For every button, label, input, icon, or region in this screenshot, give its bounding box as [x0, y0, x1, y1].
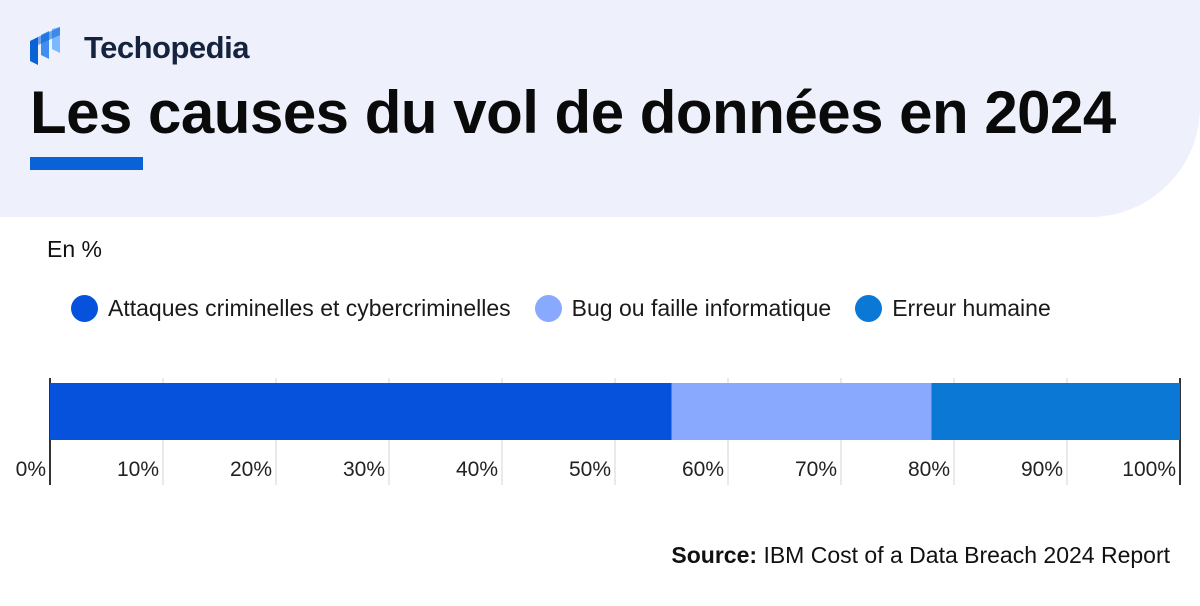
legend-swatch: [71, 295, 98, 322]
bar-segment-3: [931, 383, 1180, 440]
source-text: IBM Cost of a Data Breach 2024 Report: [763, 542, 1170, 568]
x-tick-label: 50%: [569, 458, 611, 481]
x-tick-label: 20%: [230, 458, 272, 481]
legend-item-human-error: Erreur humaine: [855, 295, 1051, 322]
source-note: Source: IBM Cost of a Data Breach 2024 R…: [671, 542, 1170, 569]
unit-label: En %: [47, 236, 102, 262]
header-background: [0, 0, 1200, 217]
techopedia-logo-icon: [30, 27, 60, 65]
x-tick-label: 30%: [343, 458, 385, 481]
x-tick-label: 40%: [456, 458, 498, 481]
source-label: Source:: [671, 542, 758, 568]
legend-item-criminal-attacks: Attaques criminelles et cybercriminelles: [71, 295, 511, 322]
x-tick-label: 60%: [682, 458, 724, 481]
chart-legend: Attaques criminelles et cybercriminelles…: [71, 295, 1075, 322]
legend-label: Erreur humaine: [892, 295, 1051, 321]
title-underline: [30, 157, 143, 170]
x-tick-label: 80%: [908, 458, 950, 481]
brand-logo[interactable]: Techopedia: [30, 27, 249, 69]
legend-label: Attaques criminelles et cybercriminelles: [108, 295, 511, 321]
brand-name: Techopedia: [84, 30, 249, 65]
legend-item-bug: Bug ou faille informatique: [534, 295, 832, 322]
x-tick-label: 70%: [795, 458, 837, 481]
stacked-bar-chart: 0% 10% 20% 30% 40% 50% 60% 70% 80% 90% 100%: [16, 378, 1181, 485]
x-tick-label: 10%: [117, 458, 159, 481]
x-tick-label: 0%: [16, 458, 46, 481]
x-tick-label: 100%: [1122, 458, 1176, 481]
page-title: Les causes du vol de données en 2024: [30, 79, 1116, 146]
legend-label: Bug ou faille informatique: [571, 295, 832, 321]
legend-swatch: [534, 295, 562, 322]
x-tick-label: 90%: [1021, 458, 1063, 481]
legend-swatch: [855, 295, 883, 322]
bar-segment-2: [671, 383, 932, 440]
bar-segment-1: [50, 383, 672, 440]
